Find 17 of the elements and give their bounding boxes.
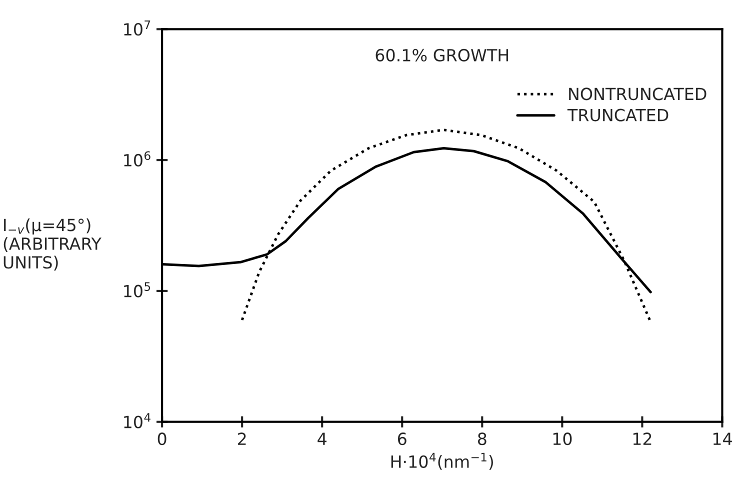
legend-label: TRUNCATED xyxy=(567,108,668,122)
x-tick-label: 4 xyxy=(318,432,326,445)
y-tick-label: 10$^{4}$ xyxy=(124,413,150,428)
x-axis-title: H·10$^{4}$(nm$^{−1}$) xyxy=(391,452,493,470)
x-tick-label: 12 xyxy=(633,432,652,445)
x-tick-label: 14 xyxy=(713,432,732,445)
x-tick-label: 8 xyxy=(478,432,486,446)
x-tick-label: 10 xyxy=(553,432,572,446)
x-tick-label: 6 xyxy=(398,432,406,446)
y-axis-title: I$_{−v}$(μ=45°) (ARBITRARY UNITS) xyxy=(4,218,102,271)
x-tick-label: 0 xyxy=(158,432,166,446)
y-tick-label: 10$^{6}$ xyxy=(124,151,150,166)
annotation: 60.1% GROWTH xyxy=(376,48,508,62)
y-tick-label: 10$^{5}$ xyxy=(124,282,150,298)
legend-label: NONTRUNCATED xyxy=(569,88,706,100)
y-tick-label: 10$^{7}$ xyxy=(124,20,150,36)
x-tick-label: 2 xyxy=(238,432,246,445)
